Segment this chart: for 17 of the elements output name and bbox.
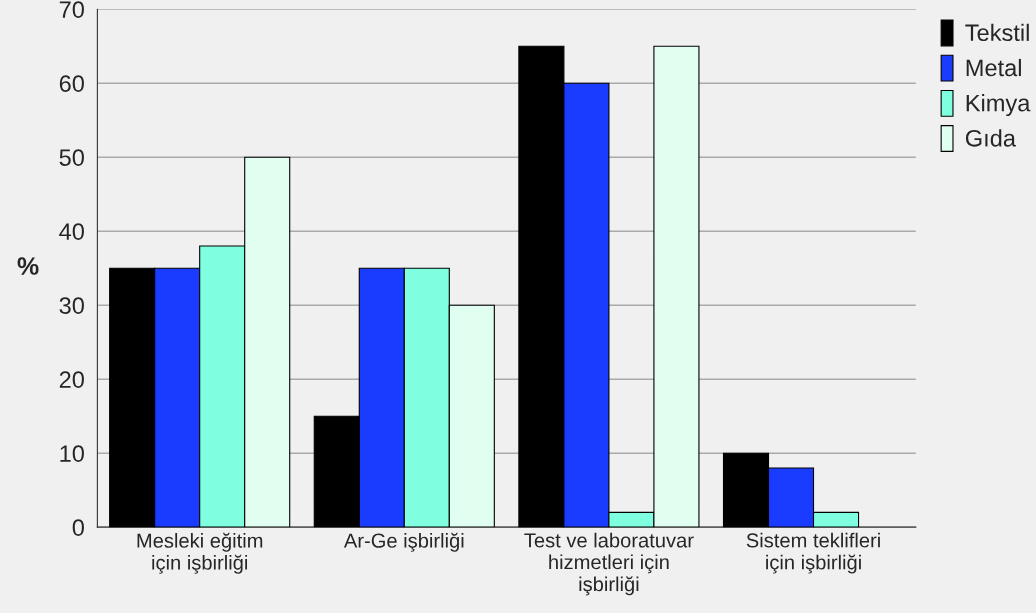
y-tick-label: 40 bbox=[59, 223, 84, 240]
y-tick-label: 20 bbox=[59, 371, 84, 388]
y-tick-label: 50 bbox=[59, 149, 84, 166]
legend-label: Gıda bbox=[965, 129, 1016, 147]
legend-label: Kimya bbox=[966, 94, 1031, 117]
legend-label: Metal bbox=[966, 58, 1021, 77]
x-tick-label: Ar-Ge işbirliği bbox=[343, 532, 464, 552]
y-axis-title: % bbox=[17, 257, 39, 275]
y-tick-label: 30 bbox=[59, 297, 84, 314]
y-tick-label: 0 bbox=[72, 519, 84, 536]
x-tick-label: Test ve laboratuvar hizmetleri için işbirliği bbox=[524, 532, 694, 596]
y-tick-label: 70 bbox=[59, 1, 84, 18]
y-tick-label: 60 bbox=[59, 75, 84, 92]
x-tick-label: Mesleki eğitim için işbirliği bbox=[137, 532, 263, 574]
legend-label: Tekstil bbox=[965, 23, 1029, 42]
y-tick-label: 10 bbox=[60, 445, 84, 462]
x-tick-label: Sistem teklifleri için işbirliği bbox=[746, 532, 880, 574]
